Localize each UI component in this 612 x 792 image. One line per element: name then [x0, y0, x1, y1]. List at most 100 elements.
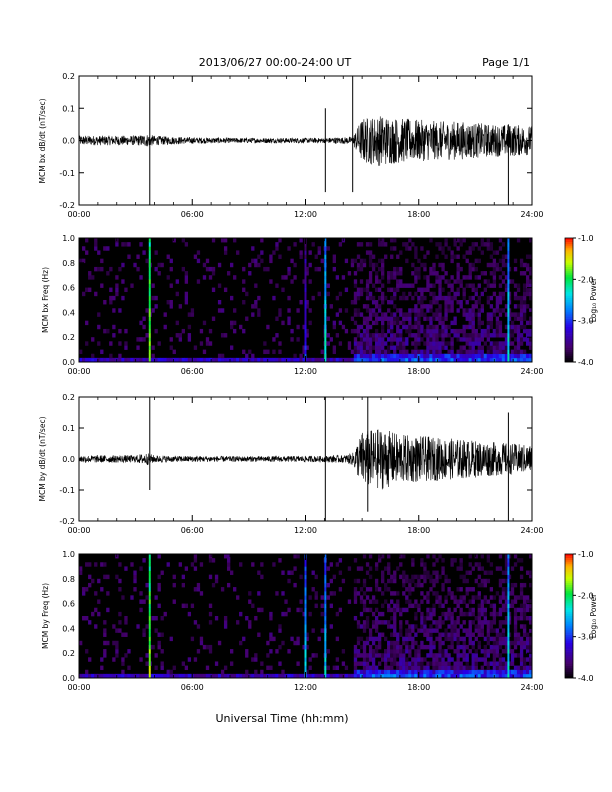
- spectrogram-cell: [486, 578, 491, 584]
- spectrogram-cell: [486, 295, 491, 301]
- spectrogram-cell: [396, 283, 400, 288]
- spectrogram-cell: [266, 349, 270, 355]
- spectrogram-cell: [133, 587, 137, 592]
- spectrogram-cell: [97, 673, 101, 679]
- spectrogram-cell: [474, 657, 478, 662]
- spectrogram-bright-line: [148, 341, 151, 346]
- spectrogram-cell: [278, 661, 282, 666]
- colorbar-segment: [565, 675, 573, 679]
- spectrogram-cell: [248, 349, 252, 355]
- spectrogram-cell: [411, 657, 415, 662]
- spectrogram-cell: [525, 275, 530, 280]
- spectrogram-cell: [160, 262, 164, 268]
- spectrogram-bright-line: [148, 570, 151, 575]
- spectrogram-cell: [121, 595, 125, 600]
- spectrogram-cell: [420, 599, 424, 604]
- spectrogram-cell: [525, 673, 530, 679]
- spectrogram-cell: [405, 242, 409, 247]
- spectrogram-cell: [356, 328, 361, 334]
- spectrogram-cell: [257, 254, 261, 259]
- spectrogram-cell: [130, 673, 134, 679]
- spectrogram-bright-line: [148, 283, 151, 288]
- spectrogram-cell: [377, 341, 382, 346]
- spectrogram-cell: [417, 582, 421, 588]
- spectrogram-cell: [480, 308, 484, 313]
- panel-by-spectrogram-cells: [79, 554, 533, 679]
- spectrogram-cell: [172, 349, 176, 355]
- spectrogram-cell: [399, 628, 403, 633]
- spectrogram-cell: [254, 657, 258, 662]
- colorbar-segment: [565, 585, 573, 588]
- spectrogram-cell: [308, 262, 312, 268]
- colorbar-segment: [565, 607, 573, 611]
- spectrogram-cell: [387, 669, 391, 675]
- spectrogram-cell: [477, 283, 481, 288]
- spectrogram-cell: [483, 673, 487, 679]
- spectrogram-cell: [296, 673, 300, 679]
- spectrogram-cell: [447, 624, 451, 629]
- spectrogram-cell: [299, 574, 303, 580]
- spectrogram-cell: [223, 620, 228, 625]
- spectrogram-cell: [501, 333, 506, 338]
- spectrogram-cell: [456, 599, 460, 604]
- colorbar-segment: [565, 601, 573, 604]
- spectrogram-cell: [492, 611, 497, 617]
- spectrogram-cell: [266, 324, 270, 330]
- spectrogram-bright-line: [507, 333, 510, 338]
- spectrogram-cell: [139, 357, 143, 363]
- spectrogram-cell: [384, 242, 388, 247]
- spectrogram-cell: [344, 308, 349, 313]
- spectrogram-cell: [311, 587, 315, 592]
- spectrogram-cell: [513, 357, 518, 363]
- spectrogram-cell: [365, 316, 370, 321]
- spectrogram-cell: [272, 636, 276, 642]
- spectrogram-cell: [362, 628, 367, 633]
- spectrogram-cell: [522, 632, 527, 637]
- spectrogram-cell: [474, 349, 478, 355]
- spectrogram-cell: [85, 669, 89, 675]
- spectrogram-cell: [124, 357, 128, 363]
- spectrogram-cell: [450, 665, 454, 671]
- spectrogram-cell: [516, 636, 521, 642]
- spectrogram-cell: [498, 673, 503, 679]
- spectrogram-cell: [462, 324, 466, 330]
- colorbar-segment: [565, 316, 573, 319]
- spectrogram-cell: [414, 657, 418, 662]
- spectrogram-cell: [211, 582, 216, 588]
- spectrogram-cell: [390, 246, 394, 251]
- spectrogram-cell: [411, 353, 415, 359]
- spectrogram-cell: [396, 673, 400, 679]
- colorbar-segment: [565, 562, 573, 565]
- spectrogram-cell: [486, 669, 491, 675]
- spectrogram-cell: [486, 624, 491, 629]
- spectrogram-cell: [184, 665, 189, 671]
- spectrogram-cell: [257, 673, 261, 679]
- spectrogram-bright-line: [304, 295, 307, 301]
- spectrogram-cell: [441, 333, 445, 338]
- spectrogram-cell: [377, 258, 382, 264]
- spectrogram-cell: [341, 324, 346, 330]
- spectrogram-cell: [516, 632, 521, 637]
- spectrogram-cell: [474, 616, 478, 621]
- spectrogram-cell: [489, 620, 494, 625]
- spectrogram-cell: [136, 345, 140, 350]
- spectrogram-cell: [151, 283, 155, 288]
- spectrogram-cell: [181, 266, 185, 272]
- spectrogram-cell: [498, 275, 503, 280]
- spectrogram-cell: [305, 673, 309, 679]
- spectrogram-cell: [444, 254, 448, 259]
- spectrogram-cell: [109, 673, 113, 679]
- spectrogram-cell: [441, 250, 445, 255]
- spectrogram-cell: [377, 337, 382, 342]
- colorbar-segment: [565, 576, 573, 580]
- spectrogram-cell: [459, 353, 463, 359]
- spectrogram-cell: [489, 254, 494, 259]
- spectrogram-cell: [507, 291, 512, 297]
- spectrogram-cell: [362, 644, 367, 650]
- spectrogram-cell: [480, 673, 484, 679]
- spectrogram-cell: [450, 562, 454, 567]
- spectrogram-cell: [462, 665, 466, 671]
- spectrogram-cell: [525, 304, 530, 309]
- spectrogram-cell: [429, 337, 433, 342]
- spectrogram-cell: [510, 587, 515, 592]
